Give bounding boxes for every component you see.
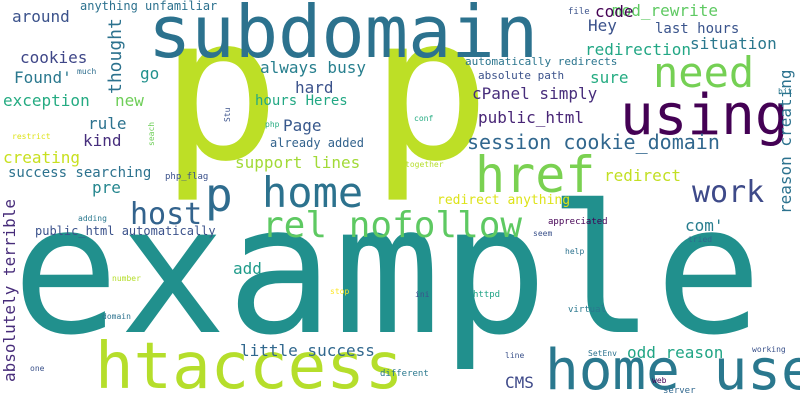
word-stop: stop xyxy=(330,287,350,296)
word-absolutely-terrible: absolutely terrible xyxy=(0,198,19,382)
word-domain: domain xyxy=(102,312,131,321)
word-pre: pre xyxy=(92,178,121,197)
word-public-html-automatically: public_html automatically xyxy=(35,224,216,238)
word-need: need xyxy=(653,48,755,97)
word-restrict: restrict xyxy=(12,132,51,141)
word-cpanel-simply: cPanel simply xyxy=(472,84,598,103)
word-around: around xyxy=(12,7,70,26)
word-automatically-redirects: automatically redirects xyxy=(465,55,618,68)
word-httpd: httpd xyxy=(473,290,501,300)
word-found: Found' xyxy=(14,68,72,87)
word-help: help xyxy=(565,247,585,256)
word-conf: conf xyxy=(414,114,434,123)
word-mod-rewrite: mod_rewrite xyxy=(612,1,718,20)
word-work: work xyxy=(692,175,765,210)
word-virtual: virtual xyxy=(568,305,606,315)
word-success-searching: success searching xyxy=(8,165,152,181)
word-always-busy: always busy xyxy=(260,58,366,77)
word-little-success: little success xyxy=(240,341,375,360)
word-together: together xyxy=(405,160,444,169)
word-page: Page xyxy=(283,116,322,135)
word-htaccess: htaccess xyxy=(95,330,404,400)
word-setenv: SetEnv xyxy=(588,349,617,358)
word-host: host xyxy=(130,197,203,232)
word-server: server xyxy=(663,386,696,396)
word-adding: adding xyxy=(78,214,107,223)
word-cms: CMS xyxy=(505,373,534,392)
word-appreciated: appreciated xyxy=(548,217,608,227)
word-subdomain: subdomain xyxy=(148,0,539,74)
word-web: web xyxy=(652,376,667,385)
word-p-small: p xyxy=(205,168,233,222)
word-seem: seem xyxy=(533,229,553,238)
word-example: example xyxy=(12,167,763,374)
word-com: com' xyxy=(685,216,724,235)
word-session-cookie-domain: session cookie_domain xyxy=(467,130,720,154)
word-bit: bit xyxy=(778,87,793,96)
word-cookies: cookies xyxy=(20,48,88,67)
word-p-left: p xyxy=(160,0,281,206)
word-hours-heres: hours Heres xyxy=(255,93,348,109)
word-situation: situation xyxy=(690,34,777,53)
word-thought: thought xyxy=(105,18,126,94)
word-href: href xyxy=(475,146,596,204)
word-ini: ini xyxy=(415,290,430,299)
word-code: code xyxy=(595,2,634,21)
word-php-flag: php_flag xyxy=(165,172,209,182)
word-different: different xyxy=(380,369,429,379)
word-anything-unfamiliar: anything unfamiliar xyxy=(80,0,218,13)
word-one: one xyxy=(30,364,45,373)
word-php: php xyxy=(265,120,280,129)
word-home-user: home user xyxy=(545,338,800,400)
word-rule: rule xyxy=(88,114,127,133)
word-absolute-path: absolute path xyxy=(478,69,565,82)
word-using: using xyxy=(620,83,789,148)
word-new: new xyxy=(115,91,144,110)
word-rel-nofollow: rel nofollow xyxy=(262,205,523,246)
word-number: number xyxy=(112,274,141,283)
word-add: add xyxy=(233,259,262,278)
word-much: much xyxy=(77,67,97,76)
word-tried: tried xyxy=(688,235,713,244)
word-go: go xyxy=(140,64,160,83)
word-sure: sure xyxy=(590,68,629,87)
word-hey: Hey xyxy=(588,16,617,35)
word-p-right: p xyxy=(370,0,491,206)
word-last-hours: last hours xyxy=(655,21,740,37)
word-public-html: public_html xyxy=(478,108,584,127)
word-home: home xyxy=(262,168,364,217)
word-redirect-anything: redirect anything xyxy=(437,193,571,208)
word-exception: exception xyxy=(3,91,90,110)
word-file: file xyxy=(568,7,590,17)
word-hard: hard xyxy=(295,78,334,97)
word-redirect: redirect xyxy=(604,166,682,185)
word-line: line xyxy=(505,351,525,360)
word-already-added: already added xyxy=(270,136,364,150)
word-odd-reason: odd reason xyxy=(627,343,724,362)
word-stu: Stu xyxy=(223,107,232,122)
word-seach: seach xyxy=(147,121,156,146)
word-support-lines: support lines xyxy=(235,153,361,172)
word-creating: creating xyxy=(3,148,81,167)
word-redirection: redirection xyxy=(585,40,691,59)
word-working: working xyxy=(752,345,786,354)
word-kind: kind xyxy=(83,131,122,150)
